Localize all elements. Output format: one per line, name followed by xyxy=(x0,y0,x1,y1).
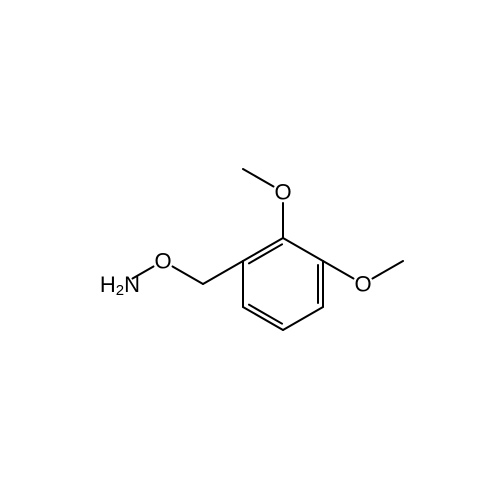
bond xyxy=(283,238,323,261)
bond xyxy=(323,261,353,279)
atom-label-oxygen: O xyxy=(154,249,171,274)
bond xyxy=(373,261,403,279)
bond xyxy=(173,266,203,284)
bond xyxy=(243,169,273,187)
bond xyxy=(243,307,283,330)
bond xyxy=(203,261,243,284)
atom-label-oxygen: O xyxy=(274,180,291,205)
molecule-diagram: O O O H2N xyxy=(0,0,500,500)
bond xyxy=(243,238,283,261)
bond xyxy=(283,307,323,330)
atom-label-amine: H2N xyxy=(100,272,140,299)
atom-label-oxygen: O xyxy=(354,272,371,297)
